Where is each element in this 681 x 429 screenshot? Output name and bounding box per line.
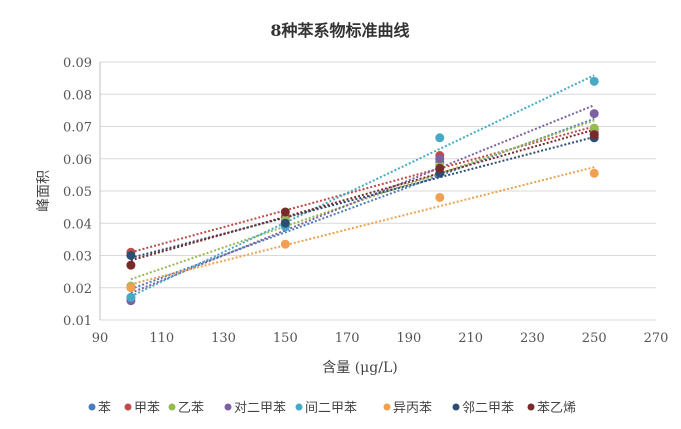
data-point [435,163,445,173]
legend-marker [88,403,96,411]
x-tick-label: 210 [458,331,483,346]
legend-label: 甲苯 [134,401,160,416]
legend-label: 对二甲苯 [234,401,286,416]
data-point [589,109,599,119]
x-tick-label: 130 [211,331,236,346]
y-axis-label: 峰面积 [36,170,52,212]
legend-label: 苯乙烯 [537,401,576,416]
trendline-4 [130,104,595,294]
chart-title: 8种苯系物标准曲线 [270,21,409,40]
data-point [435,192,445,202]
data-point [126,292,136,302]
x-tick-label: 250 [582,331,607,346]
x-axis-label: 含量 (μg/L) [322,360,397,376]
y-tick-label: 0.06 [63,153,92,168]
legend-label: 苯 [98,401,111,416]
legend-marker [224,403,232,411]
trendline-5 [130,74,595,298]
y-tick-label: 0.02 [63,282,92,297]
legend-marker [295,403,303,411]
trendline-2 [130,125,595,254]
x-tick-label: 230 [520,331,545,346]
legend-label: 异丙苯 [393,401,432,416]
data-point [280,218,290,228]
legend-marker [527,403,535,411]
x-tick-label: 90 [92,331,109,346]
data-point [280,239,290,249]
data-point [280,207,290,217]
y-tick-label: 0.03 [63,250,92,265]
legend-marker [383,403,391,411]
data-point [589,130,599,140]
y-tick-label: 0.08 [63,88,92,103]
x-tick-label: 150 [273,331,298,346]
y-tick-label: 0.09 [63,56,92,71]
data-point [589,123,599,133]
legend-label: 间二甲苯 [305,401,357,416]
data-point [435,133,445,143]
y-tick-label: 0.07 [63,121,92,136]
y-tick-label: 0.04 [63,217,92,232]
data-point [589,168,599,178]
data-point [126,251,136,260]
legend-label: 邻二甲苯 [462,401,514,416]
legend-marker [452,403,460,411]
x-tick-label: 170 [335,331,360,346]
x-tick-label: 270 [644,331,669,346]
y-tick-label: 0.01 [63,314,92,329]
y-tick-label: 0.05 [63,185,92,200]
legend-marker [124,403,132,411]
legend-marker [168,403,176,411]
data-point [589,76,599,86]
x-tick-label: 190 [396,331,421,346]
data-point [435,154,445,164]
data-point [126,260,136,270]
x-tick-label: 110 [149,331,174,346]
trendline-8 [130,128,595,262]
legend-label: 乙苯 [178,401,204,416]
data-point [126,283,136,293]
